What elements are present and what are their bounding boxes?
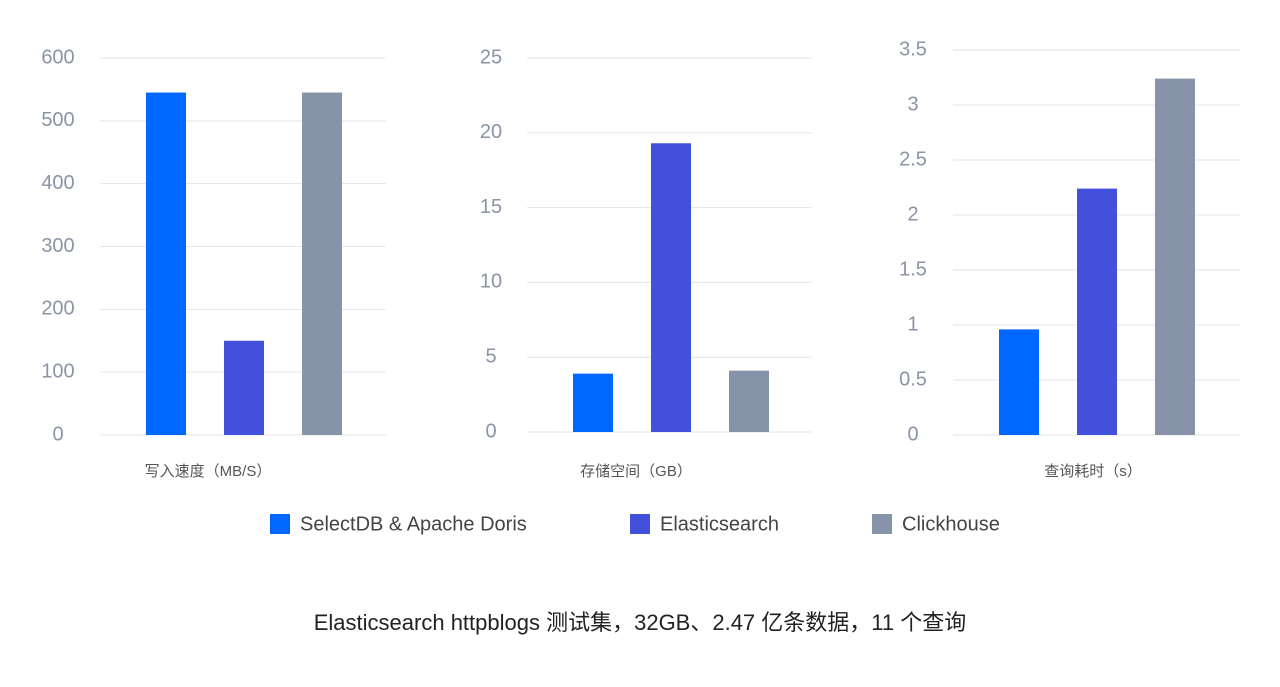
caption: Elasticsearch httpblogs 测试集，32GB、2.47 亿条… xyxy=(314,610,966,635)
legend-label: SelectDB & Apache Doris xyxy=(300,513,527,535)
y-tick-label: 25 xyxy=(480,46,502,68)
y-tick-label: 2.5 xyxy=(899,148,927,170)
bar xyxy=(1155,78,1195,435)
y-tick-label: 0 xyxy=(52,423,63,445)
y-tick-label: 1.5 xyxy=(899,258,927,280)
y-tick-label: 300 xyxy=(41,235,74,257)
x-axis-label: 写入速度（MB/S） xyxy=(145,463,272,480)
legend-swatch xyxy=(872,514,892,534)
bar xyxy=(651,143,691,432)
y-tick-label: 5 xyxy=(485,345,496,367)
bar xyxy=(224,340,264,435)
y-tick-label: 10 xyxy=(480,271,502,293)
y-tick-label: 20 xyxy=(480,121,502,143)
y-tick-label: 500 xyxy=(41,109,74,131)
y-tick-label: 100 xyxy=(41,360,74,382)
y-tick-label: 15 xyxy=(480,196,502,218)
x-axis-label: 查询耗时（s） xyxy=(1044,463,1142,480)
legend-label: Elasticsearch xyxy=(660,513,779,535)
bar xyxy=(1077,188,1117,435)
bar xyxy=(302,92,342,435)
bar xyxy=(146,92,186,435)
y-tick-label: 0 xyxy=(907,423,918,445)
legend-swatch xyxy=(270,514,290,534)
bar xyxy=(999,329,1039,435)
legend-label: Clickhouse xyxy=(902,513,1000,535)
bar xyxy=(573,373,613,432)
y-tick-label: 600 xyxy=(41,46,74,68)
y-tick-label: 0 xyxy=(485,420,496,442)
y-tick-label: 400 xyxy=(41,172,74,194)
y-tick-label: 200 xyxy=(41,298,74,320)
y-tick-label: 0.5 xyxy=(899,368,927,390)
bar xyxy=(729,370,769,432)
y-tick-label: 3 xyxy=(907,93,918,115)
y-tick-label: 3.5 xyxy=(899,38,927,60)
y-tick-label: 2 xyxy=(907,203,918,225)
x-axis-label: 存储空间（GB） xyxy=(580,463,692,480)
legend-swatch xyxy=(630,514,650,534)
y-tick-label: 1 xyxy=(907,313,918,335)
